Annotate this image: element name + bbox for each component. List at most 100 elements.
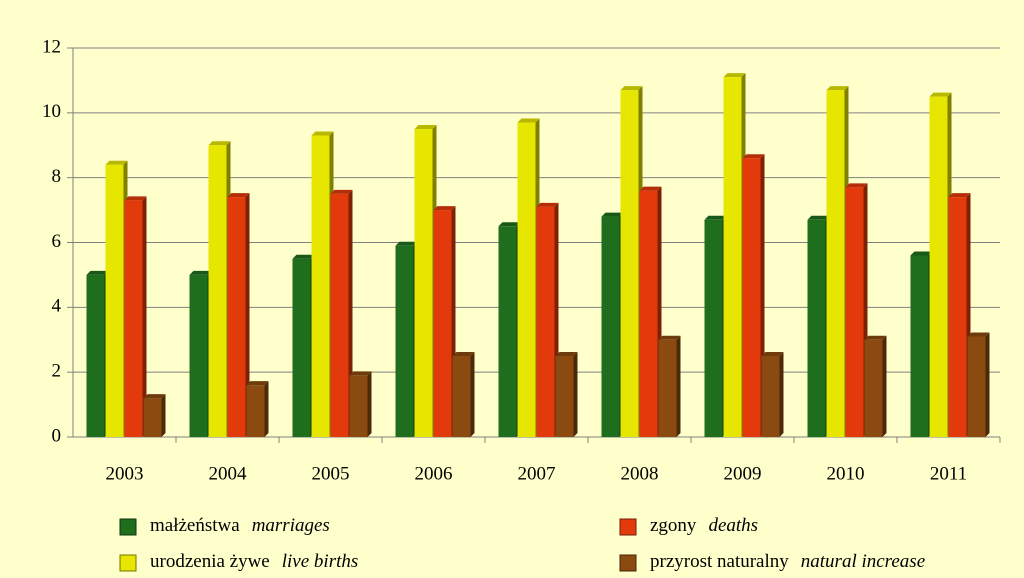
bar [864,339,883,437]
bar [86,274,105,437]
bar [124,200,143,437]
x-tick-label: 2011 [930,463,967,484]
bar-top [864,335,887,340]
legend-swatch [119,554,137,572]
x-tick-label: 2010 [827,463,865,484]
bar [639,190,658,437]
x-tick-label: 2007 [518,463,556,484]
bar-side [245,193,250,437]
bar [601,216,620,437]
bar-side [142,196,147,437]
bar [723,77,742,438]
bar-side [161,394,166,437]
bar-top [761,351,784,356]
bar [658,339,677,437]
bar-top [349,371,372,376]
bar [433,210,452,437]
bar-top [208,141,231,146]
bar-top [826,86,849,91]
bar [967,336,986,437]
bar [189,274,208,437]
legend-swatch [119,518,137,536]
bar-top [536,202,559,207]
bar-top [517,118,540,123]
x-tick-label: 2004 [209,463,248,484]
bar-top [967,332,990,337]
bar [395,245,414,437]
bar-side [573,351,578,437]
bar-top [658,335,681,340]
bar-top [555,351,578,356]
y-tick-label: 2 [52,361,62,382]
bar-top [723,73,746,78]
bar-top [452,351,475,356]
bar-top [845,183,868,188]
bar [742,158,761,437]
legend-label: urodzenia żywe live births [150,551,358,572]
bar-top [189,270,212,275]
bar-top [143,394,166,399]
bar-side [367,371,372,437]
bar-top [498,222,521,227]
legend-name: przyrost naturalny [650,551,789,572]
legend-label: przyrost naturalny natural increase [650,551,925,572]
bar [845,187,864,437]
bar [704,219,723,437]
y-tick-label: 12 [42,36,61,57]
bar [292,258,311,437]
bar-top [246,381,269,386]
legend-name-en: deaths [708,515,758,536]
legend-label: zgony deaths [650,515,758,536]
bar-top [601,212,624,217]
bar [826,90,845,438]
x-tick-label: 2006 [415,463,453,484]
legend-name-en: live births [282,551,359,572]
bar-side [264,381,269,437]
bar [208,145,227,437]
bar [105,164,124,437]
bar-side [676,335,681,437]
bar-top [330,189,353,194]
bar-top [948,193,971,198]
legend-label: małżeństwa marriages [150,515,330,536]
bar-top [433,206,456,211]
y-tick-label: 0 [52,425,62,446]
x-tick-label: 2009 [724,463,762,484]
bar [555,355,574,437]
bar [517,122,536,437]
legend-swatch [619,554,637,572]
bar [761,355,780,437]
bar-side [882,335,887,437]
bar-top [395,241,418,246]
bar [227,197,246,437]
bar [246,385,265,437]
bar [536,206,555,437]
bar [910,255,929,437]
bar-side [985,332,990,437]
legend-name: małżeństwa [150,515,240,536]
bar-top [414,125,437,130]
bar [143,398,162,437]
bar [330,193,349,437]
bar-top [929,92,952,97]
bar-top [704,215,727,220]
y-tick-label: 10 [42,101,61,122]
bar-top [86,270,109,275]
bar-top [910,251,933,256]
bar-top [292,254,315,259]
y-tick-label: 4 [52,296,62,317]
bar-top [124,196,147,201]
bar [807,219,826,437]
bar-side [470,351,475,437]
bar [414,129,433,437]
bar [498,226,517,437]
legend-name: zgony [650,515,697,536]
legend-name-en: marriages [252,515,330,536]
x-tick-label: 2003 [106,463,144,484]
bar [929,96,948,437]
bar [311,135,330,437]
bar-top [742,154,765,159]
legend-name-en: natural increase [801,551,925,572]
bar [948,197,967,437]
bar-top [620,86,643,91]
